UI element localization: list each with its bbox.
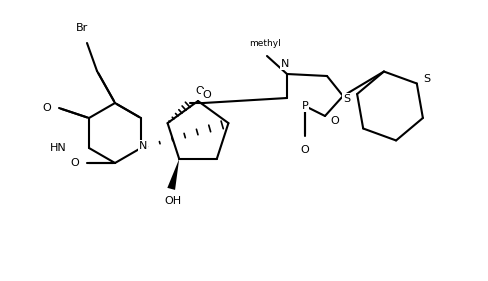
Text: S: S <box>343 94 350 104</box>
Text: O: O <box>300 145 309 155</box>
Text: O: O <box>42 103 51 113</box>
Text: Br: Br <box>76 23 88 33</box>
Text: S: S <box>423 74 429 83</box>
Text: methyl: methyl <box>248 39 280 48</box>
Polygon shape <box>167 159 179 190</box>
Text: N: N <box>280 59 288 69</box>
Text: N: N <box>139 141 147 151</box>
Text: O: O <box>195 86 204 96</box>
Text: P: P <box>301 101 308 111</box>
Text: O: O <box>202 90 210 100</box>
Text: HN: HN <box>50 143 67 153</box>
Text: O: O <box>70 158 79 168</box>
Text: OH: OH <box>164 196 182 206</box>
Text: O: O <box>330 116 339 126</box>
